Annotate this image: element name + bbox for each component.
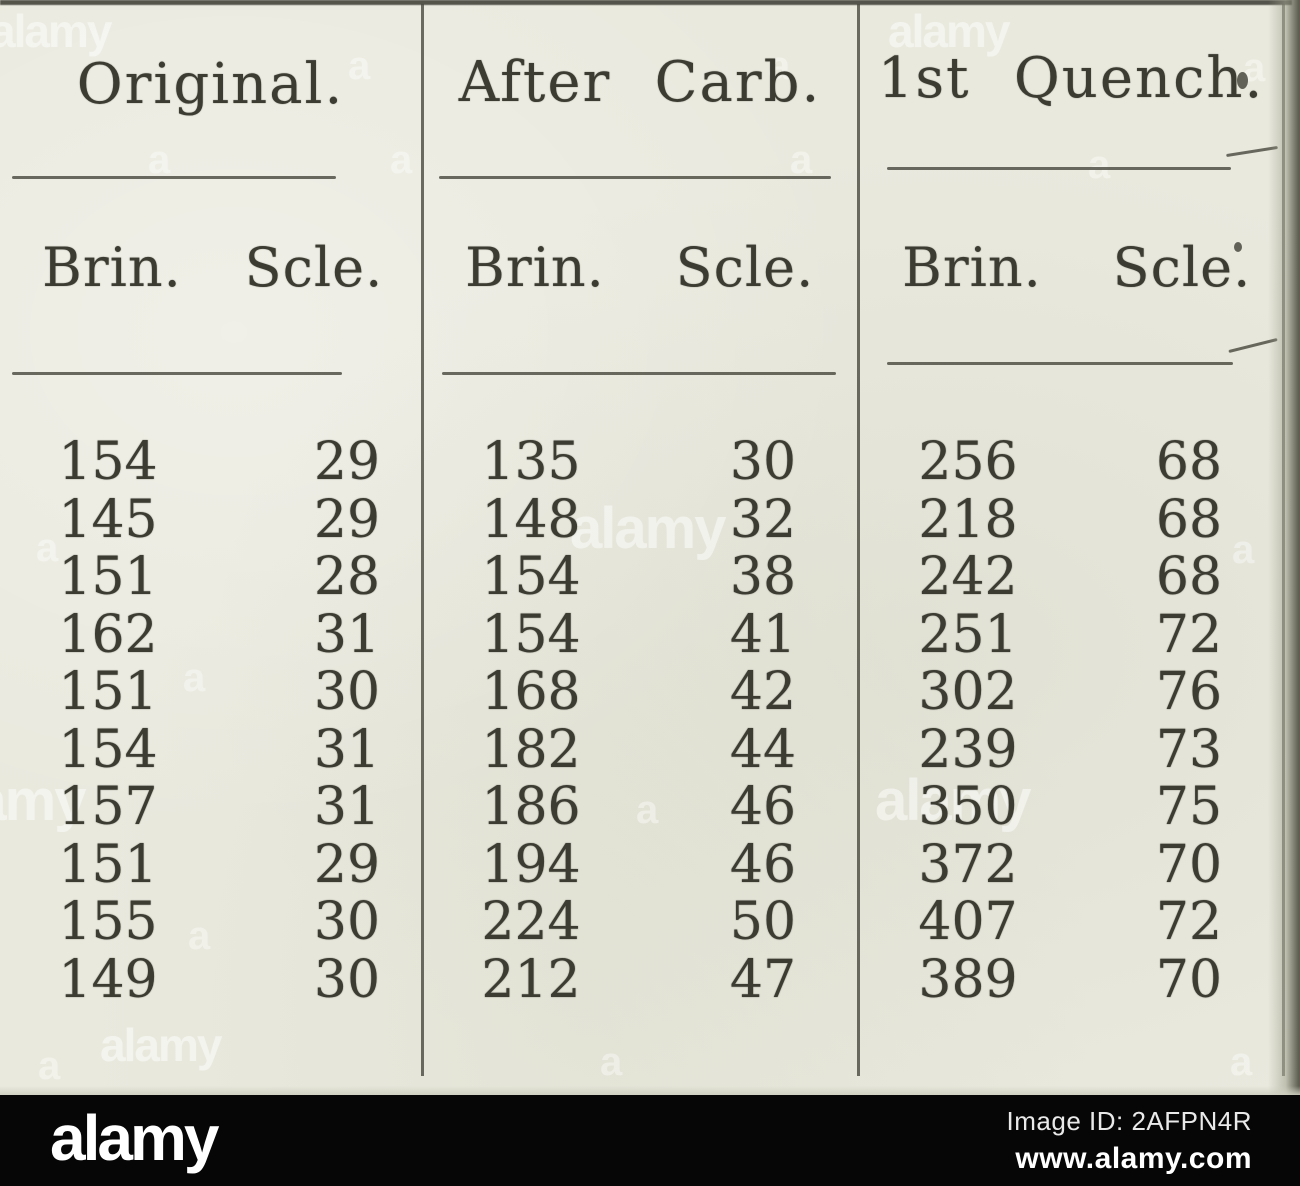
table-cell-value: 75 [1155, 777, 1223, 837]
table-cell-value: 186 [481, 777, 581, 837]
column-group-header: Original. [76, 52, 345, 117]
subheader-underline-rule [887, 362, 1233, 365]
table-cell-value: 256 [918, 432, 1018, 492]
table-vertical-rule [857, 4, 860, 1076]
table-cell-value: 30 [313, 662, 381, 722]
table-cell-value: 194 [481, 834, 581, 895]
table-cell-value: 46 [729, 834, 797, 895]
table-cell-value: 72 [1155, 604, 1223, 665]
image-id-label: Image ID: 2AFPN4R [1006, 1105, 1252, 1136]
table-cell-value: 407 [918, 892, 1018, 952]
table-top-border [0, 0, 1292, 5]
footer-right-block: Image ID: 2AFPN4R www.alamy.com [1007, 1106, 1252, 1176]
header-underline-rule [439, 176, 831, 179]
brinell-values-column: 154 145 151 162 151 154 157 151 155 149 [23, 432, 193, 1010]
table-cell-value: 70 [1155, 949, 1223, 1010]
table-cell-value: 155 [58, 892, 158, 952]
table-cell-value: 149 [58, 949, 158, 1010]
page-bottom-shadow [0, 1086, 1300, 1096]
table-cell-value: 162 [58, 604, 158, 665]
table-cell-value: 154 [58, 719, 158, 780]
table-cell-value: 72 [1155, 892, 1223, 952]
table-cell-value: 154 [481, 547, 581, 607]
alamy-logo: alamy [50, 1101, 219, 1174]
table-cell-value: 30 [313, 892, 381, 952]
table-cell-value: 151 [58, 662, 158, 722]
column-group-header: 1st Quench. [877, 46, 1265, 111]
table-cell-value: 218 [918, 489, 1018, 550]
scleroscope-values-column: 30 32 38 41 42 44 46 46 50 47 [678, 432, 848, 1010]
table-cell-value: 76 [1155, 662, 1223, 722]
table-cell-value: 28 [313, 547, 381, 607]
table-cell-value: 168 [481, 662, 581, 722]
table-cell-value: 29 [313, 489, 381, 550]
table-cell-value: 68 [1155, 432, 1223, 492]
table-cell-value: 68 [1155, 489, 1223, 550]
table-cell-value: 29 [313, 432, 381, 492]
subheader-brinell: Brin. [902, 236, 1042, 299]
table-group-first-quench: 1st Quench. Brin. Scle. 256 218 242 251 302 2… [860, 0, 1282, 1096]
table-cell-value: 251 [918, 604, 1018, 665]
table-cell-value: 50 [729, 892, 797, 952]
table-cell-value: 70 [1155, 834, 1223, 895]
brinell-values-column: 135 148 154 154 168 182 186 194 224 212 [446, 432, 616, 1010]
table-cell-value: 41 [729, 604, 797, 665]
brinell-values-column: 256 218 242 251 302 239 350 372 407 389 [883, 432, 1053, 1010]
table-vertical-rule [421, 4, 424, 1076]
subheader-underline-rule [442, 372, 836, 375]
subheader-brinell: Brin. [42, 236, 182, 299]
table-cell-value: 32 [729, 489, 797, 550]
header-underline-rule [12, 176, 336, 179]
table-cell-value: 372 [918, 834, 1018, 895]
table-cell-value: 46 [729, 777, 797, 837]
table-cell-value: 145 [58, 489, 158, 550]
table-cell-value: 151 [58, 834, 158, 895]
table-cell-value: 154 [481, 604, 581, 665]
table-cell-value: 242 [918, 547, 1018, 607]
table-cell-value: 350 [918, 777, 1018, 837]
ink-speck [1237, 72, 1248, 89]
table-cell-value: 182 [481, 719, 581, 780]
table-cell-value: 38 [729, 547, 797, 607]
table-cell-value: 73 [1155, 719, 1223, 780]
table-cell-value: 30 [729, 432, 797, 492]
table-cell-value: 135 [481, 432, 581, 492]
scleroscope-values-column: 68 68 68 72 76 73 75 70 72 70 [1104, 432, 1274, 1010]
table-cell-value: 31 [313, 777, 381, 837]
ink-speck [1234, 242, 1242, 252]
subheader-scleroscope: Scle. [1112, 236, 1252, 299]
table-cell-value: 154 [58, 432, 158, 492]
table-cell-value: 151 [58, 547, 158, 607]
table-cell-value: 31 [313, 604, 381, 665]
table-cell-value: 30 [313, 949, 381, 1010]
table-cell-value: 157 [58, 777, 158, 837]
header-underline-rule [887, 167, 1231, 170]
scleroscope-values-column: 29 29 28 31 30 31 31 29 30 30 [262, 432, 432, 1010]
table-cell-value: 44 [729, 719, 797, 780]
table-cell-value: 47 [729, 949, 797, 1010]
table-cell-value: 239 [918, 719, 1018, 780]
table-group-original: Original. Brin. Scle. 154 145 151 162 151 154… [0, 0, 421, 1096]
table-cell-value: 224 [481, 892, 581, 952]
table-cell-value: 68 [1155, 547, 1223, 607]
subheader-brinell: Brin. [465, 236, 605, 299]
subheader-scleroscope: Scle. [675, 236, 815, 299]
table-cell-value: 212 [481, 949, 581, 1010]
table-cell-value: 389 [918, 949, 1018, 1010]
table-cell-value: 302 [918, 662, 1018, 722]
column-group-header: After Carb. [458, 50, 822, 115]
subheader-underline-rule [12, 372, 342, 375]
table-group-after-carb: After Carb. Brin. Scle. 135 148 154 154 168 1… [423, 0, 857, 1096]
alamy-url: www.alamy.com [1015, 1141, 1252, 1175]
table-cell-value: 42 [729, 662, 797, 722]
subheader-scleroscope: Scle. [244, 236, 384, 299]
table-cell-value: 31 [313, 719, 381, 780]
table-cell-value: 148 [481, 489, 581, 550]
page-edge-shadow [1268, 0, 1300, 1096]
table-cell-value: 29 [313, 834, 381, 895]
alamy-footer-bar: alamy Image ID: 2AFPN4R www.alamy.com [0, 1095, 1300, 1186]
